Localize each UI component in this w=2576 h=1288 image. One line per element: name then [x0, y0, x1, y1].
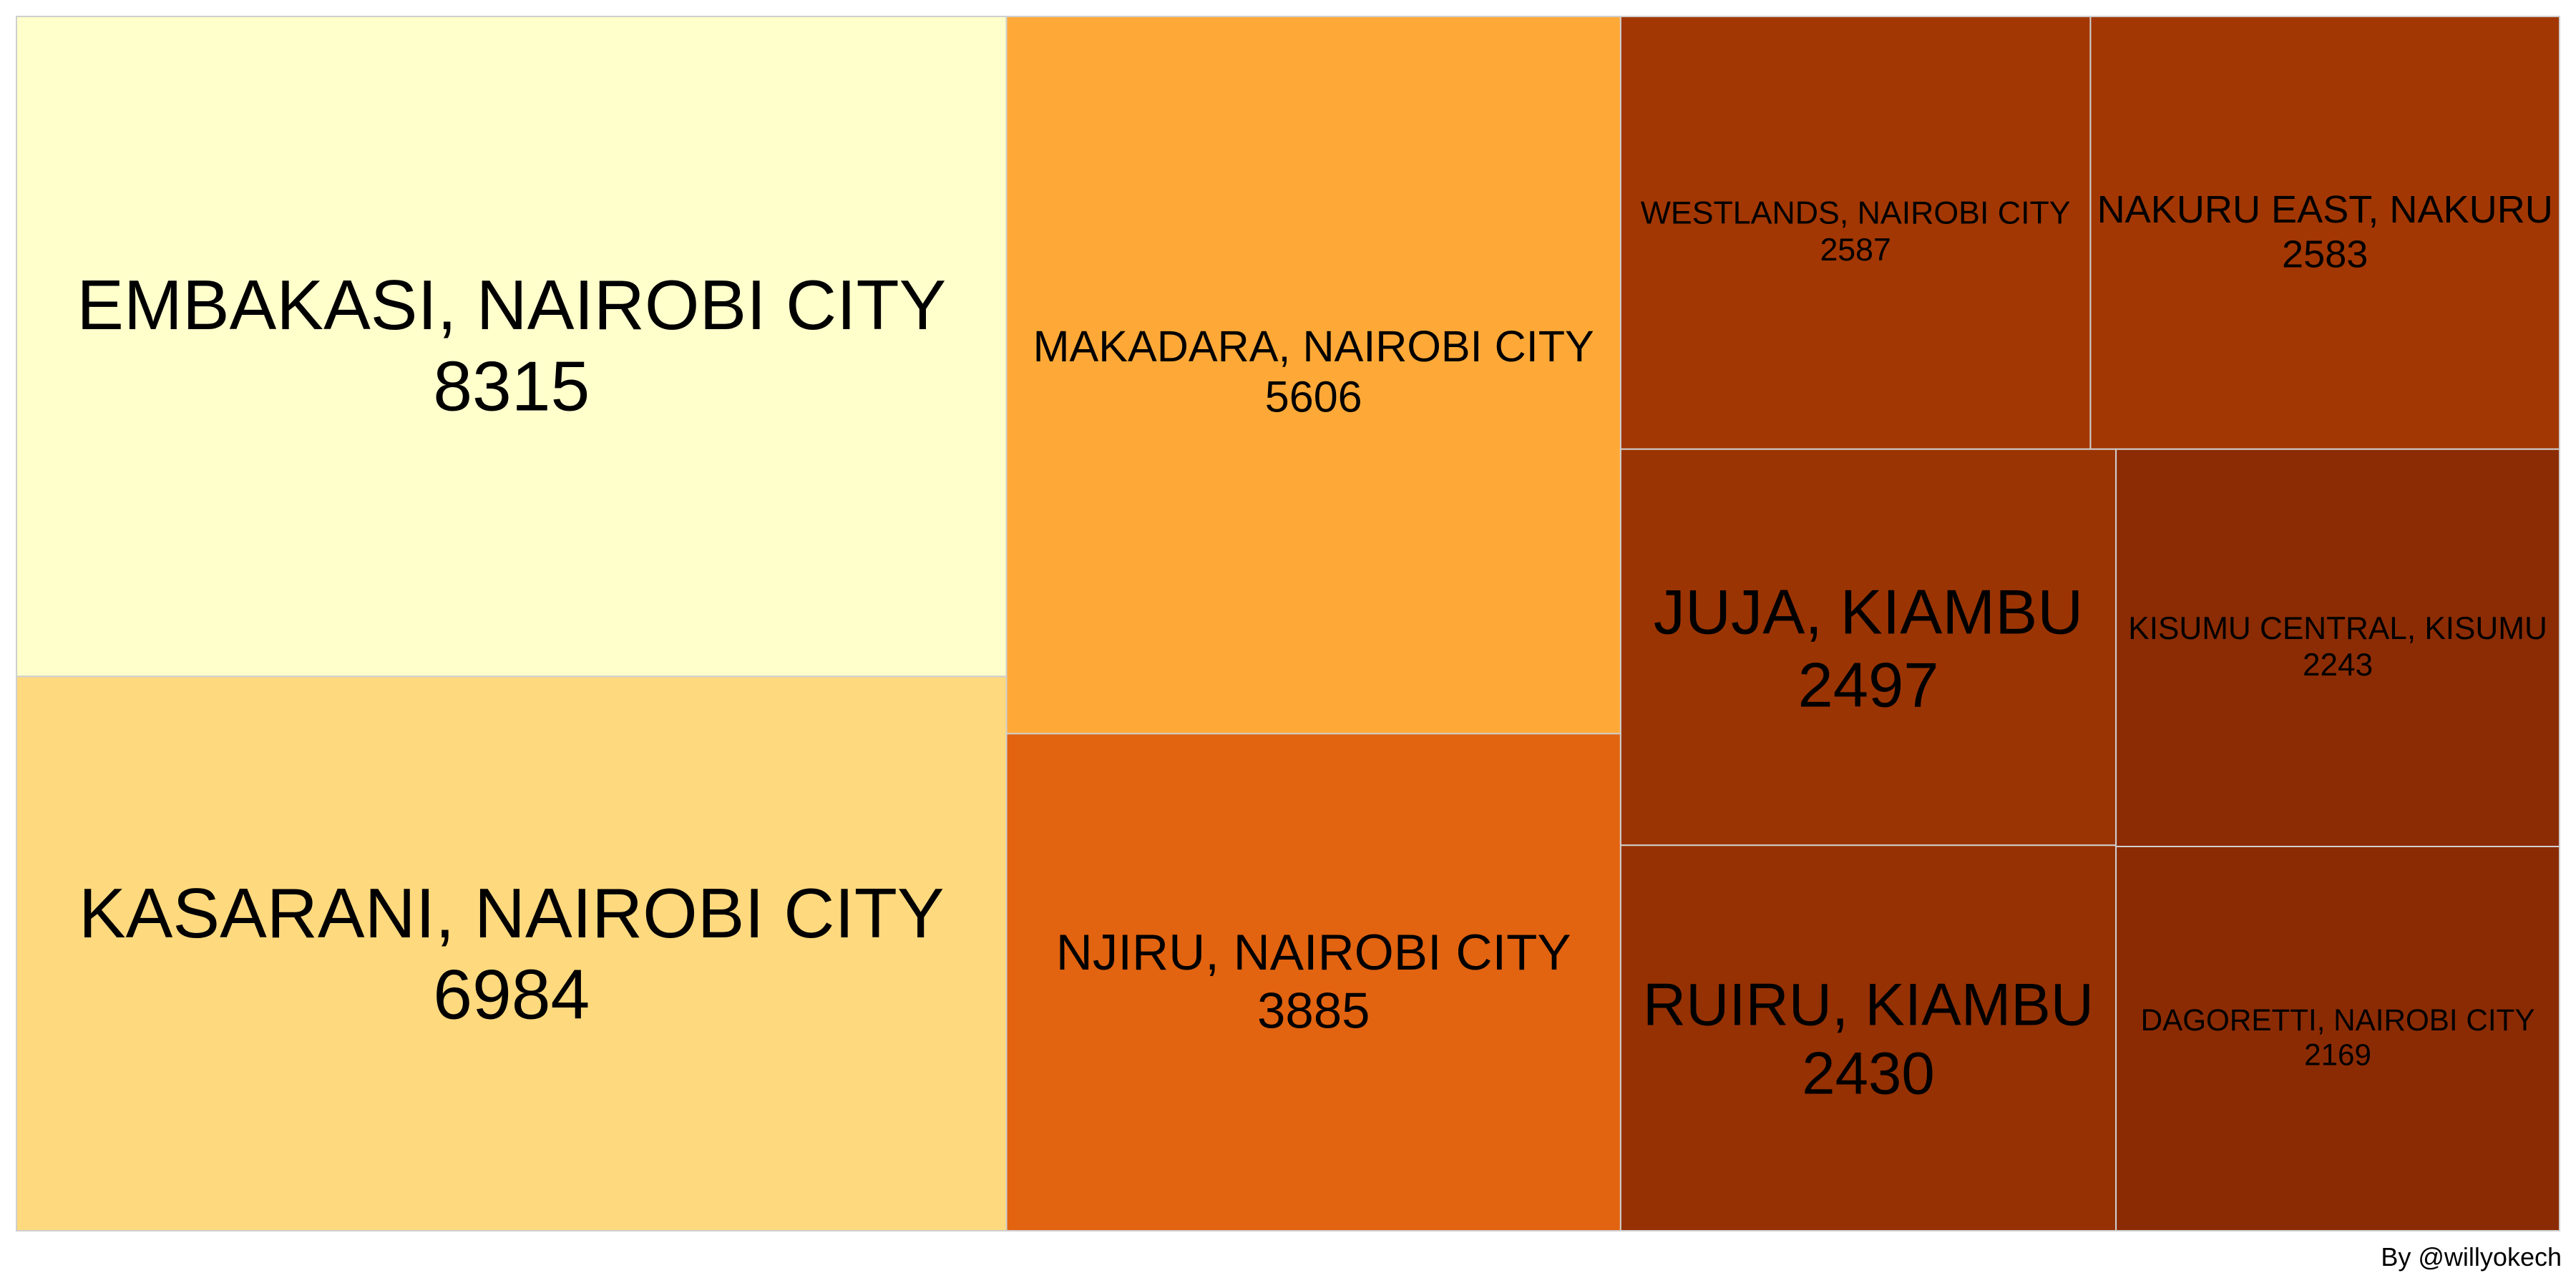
treemap-rect	[16, 16, 1008, 678]
treemap-rect	[2115, 448, 2560, 848]
tile-label: KISUMU CENTRAL, KISUMU	[2128, 611, 2547, 646]
tile-label: KASARANI, NAIROBI CITY	[79, 874, 945, 952]
tile-label: MAKADARA, NAIROBI CITY	[1033, 322, 1594, 371]
treemap-rect	[1619, 16, 2092, 450]
credit-label: By @willyokech	[2381, 1242, 2562, 1272]
tile-value: 2497	[1797, 650, 1938, 721]
tile-label: RUIRU, KIAMBU	[1643, 972, 2094, 1038]
treemap-rect	[2115, 846, 2560, 1232]
treemap-rect	[1619, 448, 2117, 847]
tile-label: EMBAKASI, NAIROBI CITY	[77, 265, 946, 344]
tile-value: 2243	[2303, 648, 2373, 683]
tile-label: JUJA, KIAMBU	[1654, 577, 2084, 648]
tile-value: 2430	[1802, 1040, 1935, 1107]
tile-label: DAGORETTI, NAIROBI CITY	[2141, 1003, 2535, 1037]
tile-value: 3885	[1257, 983, 1370, 1040]
treemap-rect	[1005, 16, 1621, 735]
tile-value: 2587	[1820, 233, 1890, 268]
tile-value: 2583	[2282, 233, 2368, 275]
tile-label: NAKURU EAST, NAKURU	[2097, 188, 2553, 231]
tile-label: NJIRU, NAIROBI CITY	[1056, 924, 1571, 981]
tile-value: 8315	[433, 346, 590, 425]
treemap-rect	[16, 675, 1008, 1231]
tile-value: 2169	[2304, 1038, 2371, 1071]
tile-value: 5606	[1265, 372, 1362, 421]
tile-value: 6984	[433, 955, 590, 1033]
treemap-rect	[2089, 16, 2560, 450]
treemap-rect	[1005, 733, 1621, 1232]
treemap-rect	[1619, 844, 2117, 1231]
tile-label: WESTLANDS, NAIROBI CITY	[1641, 196, 2071, 231]
